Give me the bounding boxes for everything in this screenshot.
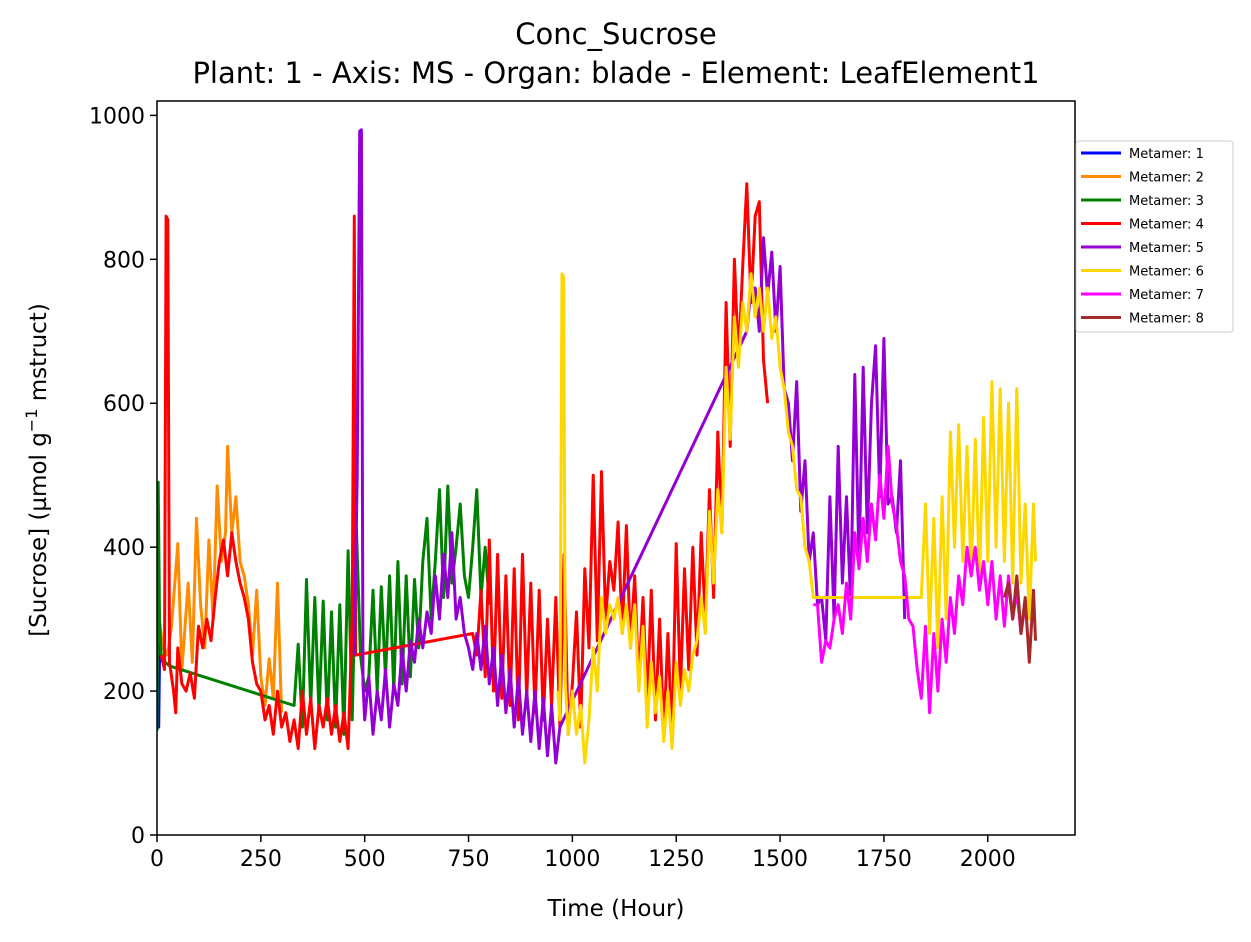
y-axis: 0 200 400 600 800 1000: [89, 104, 157, 849]
x-tick-label: 1250: [648, 847, 704, 872]
legend-label-metamer-7: Metamer: 7: [1129, 288, 1204, 303]
x-tick-label: 1000: [544, 847, 600, 872]
legend-box: [1075, 140, 1234, 333]
legend-label-metamer-3: Metamer: 3: [1129, 194, 1204, 209]
x-tick-label: 500: [344, 847, 386, 872]
series-line-metamer-7: [813, 444, 1027, 715]
y-tick-label: 800: [103, 248, 145, 273]
series-line-metamer-5: [352, 128, 907, 765]
series-line-metamer-8: [1002, 574, 1037, 664]
x-tick-label: 0: [150, 847, 164, 872]
y-tick-label: 200: [103, 680, 145, 705]
y-tick-label: 400: [103, 536, 145, 561]
chart-subtitle: Plant: 1 - Axis: MS - Organ: blade - Ele…: [192, 56, 1039, 90]
legend-label-metamer-2: Metamer: 2: [1129, 171, 1204, 186]
legend-label-metamer-5: Metamer: 5: [1129, 241, 1204, 256]
legend: Metamer: 1 Metamer: 2 Metamer: 3 Metamer: 4…: [1075, 140, 1234, 333]
series-line-metamer-4: [159, 182, 770, 751]
legend-label-metamer-6: Metamer: 6: [1129, 265, 1204, 280]
legend-label-metamer-1: Metamer: 1: [1129, 147, 1204, 162]
y-axis-label: [Sucrose] (µmol g−1 mstruct): [22, 303, 52, 637]
y-tick-label: 600: [103, 392, 145, 417]
legend-label-metamer-8: Metamer: 8: [1129, 312, 1204, 327]
y-axis-label-tail: mstruct): [26, 303, 52, 408]
plot-frame: [156, 100, 1076, 836]
series-line-metamer-6: [556, 272, 1037, 765]
x-tick-label: 750: [448, 847, 490, 872]
x-tick-label: 1500: [752, 847, 808, 872]
y-axis-label-main: [Sucrose] (µmol g: [26, 432, 52, 637]
x-axis-label: Time (Hour): [547, 896, 685, 922]
x-tick-label: 1750: [856, 847, 912, 872]
y-axis-label-sup: −1: [22, 409, 41, 433]
x-tick-label: 250: [240, 847, 282, 872]
y-tick-label: 1000: [89, 104, 145, 129]
chart-title: Conc_Sucrose: [515, 17, 717, 51]
series-lines: [157, 128, 1037, 765]
legend-label-metamer-4: Metamer: 4: [1129, 218, 1204, 233]
x-tick-label: 2000: [960, 847, 1016, 872]
y-tick-label: 0: [131, 824, 145, 849]
x-axis: 0 250 500 750 1000 1250 1500 1750 2000: [150, 835, 1016, 872]
